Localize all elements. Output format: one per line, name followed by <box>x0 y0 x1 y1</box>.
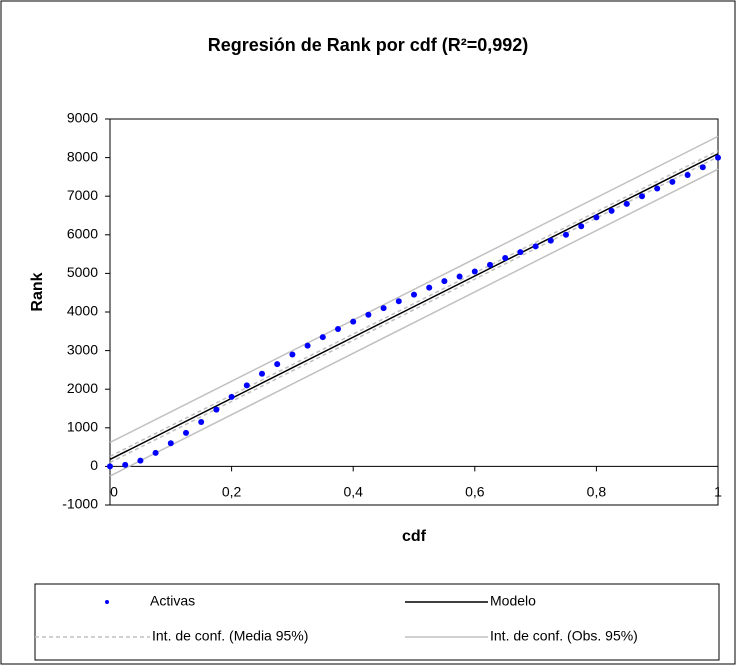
x-tick-label: 0,4 <box>343 484 363 500</box>
point <box>365 311 372 318</box>
point <box>684 171 691 178</box>
legend-label: Int. de conf. (Obs. 95%) <box>490 628 638 644</box>
point <box>471 268 478 275</box>
point <box>107 463 113 470</box>
x-tick-label: 0 <box>110 484 118 500</box>
point <box>259 370 265 377</box>
point <box>715 154 721 161</box>
interval-line <box>109 149 719 458</box>
point <box>335 325 341 332</box>
point <box>456 273 463 280</box>
point <box>380 305 387 312</box>
model-line <box>109 153 719 461</box>
point <box>304 342 311 349</box>
point <box>274 361 281 368</box>
point <box>669 178 676 185</box>
y-tick-label: 1000 <box>67 419 98 435</box>
y-tick-label: 3000 <box>67 341 98 357</box>
legend-label: Modelo <box>490 593 536 609</box>
point <box>532 243 539 250</box>
y-tick-label: -1000 <box>62 496 98 512</box>
point <box>547 237 554 244</box>
legend-label: Int. de conf. (Media 95%) <box>152 628 308 644</box>
point <box>639 193 645 200</box>
point <box>350 318 357 325</box>
point <box>183 429 189 436</box>
x-tick-label: 0,6 <box>465 484 485 500</box>
y-tick-label: 4000 <box>67 303 98 319</box>
y-tick-label: 8000 <box>67 148 98 164</box>
point <box>243 382 250 389</box>
point <box>441 278 448 285</box>
interval-line <box>109 135 719 444</box>
point <box>319 334 326 341</box>
y-tick-label: 5000 <box>67 264 98 280</box>
y-tick-label: 6000 <box>67 226 98 242</box>
legend-marker <box>105 600 109 604</box>
x-tick-label: 0,8 <box>587 484 607 500</box>
point <box>395 298 402 305</box>
y-tick-label: 9000 <box>67 110 98 126</box>
y-tick-label: 2000 <box>67 380 98 396</box>
interval-line <box>109 156 719 464</box>
point <box>228 393 235 400</box>
y-axis-label: Rank <box>29 272 46 311</box>
point <box>411 291 417 298</box>
point <box>487 261 493 268</box>
point <box>213 406 220 413</box>
point <box>502 254 509 261</box>
point <box>137 457 144 464</box>
legend <box>34 583 720 661</box>
point <box>578 223 585 230</box>
point <box>563 231 569 238</box>
point <box>426 284 433 291</box>
point <box>122 461 129 468</box>
point <box>167 440 174 447</box>
point <box>699 164 706 171</box>
interval-line <box>109 168 719 477</box>
x-axis-label: cdf <box>402 528 427 545</box>
y-tick-label: 7000 <box>67 187 98 203</box>
x-tick-label: 1 <box>714 484 722 500</box>
point <box>654 185 661 192</box>
legend-label: Activas <box>150 593 195 609</box>
point <box>623 200 630 207</box>
y-tick-label: 0 <box>90 457 98 473</box>
point <box>152 449 159 456</box>
point <box>198 419 205 426</box>
point <box>517 249 524 256</box>
chart-title: Regresión de Rank por cdf (R²=0,992) <box>208 35 529 55</box>
point <box>593 214 600 221</box>
point <box>608 207 615 214</box>
point <box>289 351 296 358</box>
x-tick-label: 0,2 <box>222 484 242 500</box>
